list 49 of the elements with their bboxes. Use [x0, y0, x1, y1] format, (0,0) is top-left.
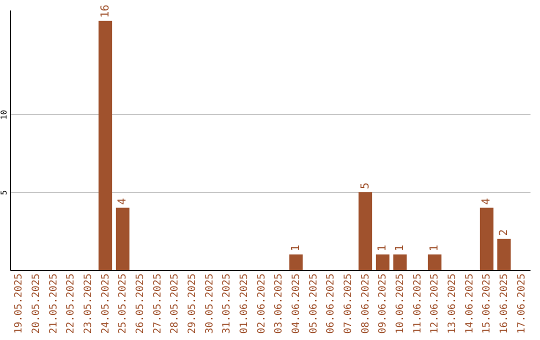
bar — [376, 254, 390, 270]
data-label: 16 — [98, 4, 112, 18]
x-tick-label: 01.06.2025 — [239, 274, 250, 334]
data-label: 1 — [289, 244, 302, 252]
x-tick-label: 23.05.2025 — [83, 274, 94, 334]
data-label: 1 — [376, 244, 389, 252]
x-tick-label: 09.06.2025 — [378, 274, 389, 334]
data-label: 5 — [358, 182, 372, 190]
x-tick-label: 08.06.2025 — [360, 274, 372, 334]
x-tick-label: 15.06.2025 — [482, 274, 493, 334]
x-tick-label: 05.06.2025 — [308, 274, 320, 334]
x-tick-label: 10.06.2025 — [395, 274, 406, 334]
x-tick-label: 12.06.2025 — [430, 274, 441, 334]
y-tick-label: 10 — [0, 110, 8, 120]
bar — [358, 192, 372, 270]
bar — [98, 20, 112, 270]
data-label: 4 — [480, 198, 493, 205]
x-tick-label: 25.05.2025 — [118, 274, 129, 334]
data-label: 1 — [428, 244, 441, 252]
data-label: 1 — [393, 244, 406, 252]
x-tick-label: 19.05.2025 — [14, 274, 25, 334]
bar — [428, 254, 442, 270]
x-tick-label: 31.05.2025 — [222, 274, 233, 334]
x-tick-label: 28.05.2025 — [170, 274, 181, 334]
bar — [480, 208, 494, 270]
x-tick-label: 20.05.2025 — [31, 274, 42, 334]
x-tick-label: 07.06.2025 — [343, 274, 354, 334]
x-tick-label: 27.05.2025 — [152, 274, 164, 334]
x-tick-label: 29.05.2025 — [187, 274, 198, 334]
bar — [497, 238, 511, 270]
data-label: 4 — [116, 198, 129, 205]
x-tick-label: 24.05.2025 — [100, 274, 112, 334]
data-label: 2 — [497, 229, 510, 236]
x-tick-label: 30.05.2025 — [204, 274, 216, 334]
x-tick-label: 14.06.2025 — [464, 274, 476, 334]
bar — [393, 254, 407, 270]
x-tick-label: 11.06.2025 — [412, 274, 424, 334]
x-tick-label: 22.05.2025 — [66, 274, 77, 334]
x-tick-label: 02.06.2025 — [256, 274, 268, 334]
x-tick-label: 17.06.2025 — [516, 274, 528, 334]
x-tick-label: 04.06.2025 — [291, 274, 302, 334]
x-tick-label: 26.05.2025 — [135, 274, 146, 334]
x-tick-label: 03.06.2025 — [274, 274, 285, 334]
x-tick-label: 21.05.2025 — [48, 274, 60, 334]
x-tick-label: 06.06.2025 — [326, 274, 337, 334]
bar — [116, 208, 130, 270]
bar — [289, 254, 303, 270]
x-tick-label: 16.06.2025 — [499, 274, 510, 334]
x-tick-label: 13.06.2025 — [447, 274, 458, 334]
